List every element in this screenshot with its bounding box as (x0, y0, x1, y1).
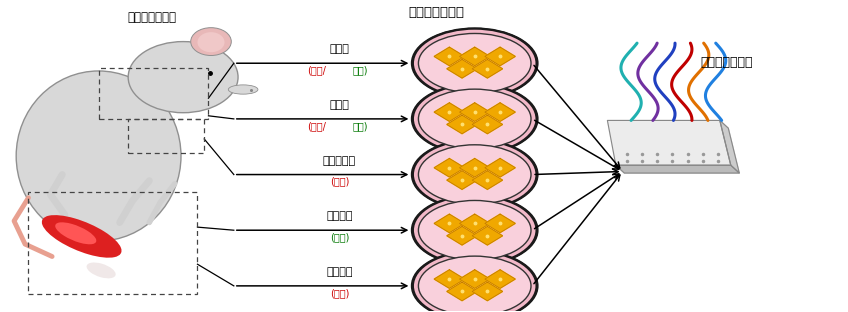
Ellipse shape (413, 140, 536, 209)
Text: ヒラメ筋: ヒラメ筋 (326, 211, 353, 221)
Polygon shape (607, 120, 731, 165)
Polygon shape (434, 103, 465, 121)
Ellipse shape (418, 256, 531, 312)
Polygon shape (616, 165, 739, 173)
Ellipse shape (411, 84, 538, 154)
Bar (29, 192, 198, 294)
Text: 遅筋): 遅筋) (353, 121, 368, 131)
Polygon shape (434, 158, 465, 177)
Polygon shape (485, 214, 516, 233)
Text: 遺伝子発現解析: 遺伝子発現解析 (700, 56, 753, 69)
Text: (速筋/: (速筋/ (307, 65, 326, 75)
Ellipse shape (228, 85, 258, 94)
Text: 筋幹細胞の培養: 筋幹細胞の培養 (409, 6, 465, 19)
Ellipse shape (411, 195, 538, 265)
Polygon shape (447, 227, 477, 245)
Text: (速筋): (速筋) (330, 288, 349, 298)
Polygon shape (485, 158, 516, 177)
Polygon shape (460, 270, 490, 288)
Text: 筋幹細胞の単離: 筋幹細胞の単離 (127, 11, 176, 24)
Polygon shape (460, 103, 490, 121)
Polygon shape (447, 171, 477, 189)
Ellipse shape (412, 84, 537, 154)
Polygon shape (434, 270, 465, 288)
Polygon shape (485, 270, 516, 288)
Ellipse shape (412, 196, 537, 265)
Text: (遅筋): (遅筋) (330, 232, 349, 242)
Ellipse shape (413, 85, 536, 153)
Ellipse shape (412, 140, 537, 209)
Ellipse shape (418, 33, 531, 93)
Polygon shape (460, 214, 490, 233)
Polygon shape (460, 158, 490, 177)
Polygon shape (460, 47, 490, 66)
Polygon shape (472, 227, 503, 245)
Polygon shape (472, 115, 503, 134)
Bar (128, 119, 204, 153)
Text: 前脛骨筋: 前脛骨筋 (326, 267, 353, 277)
Text: 横隔膜: 横隔膜 (330, 100, 349, 110)
Ellipse shape (413, 29, 536, 98)
Polygon shape (447, 115, 477, 134)
Ellipse shape (411, 139, 538, 210)
Ellipse shape (412, 28, 537, 98)
Ellipse shape (411, 251, 538, 312)
Ellipse shape (412, 251, 537, 312)
Ellipse shape (86, 262, 115, 278)
Polygon shape (434, 214, 465, 233)
Ellipse shape (191, 28, 232, 56)
Ellipse shape (42, 215, 121, 258)
Polygon shape (485, 47, 516, 66)
Polygon shape (720, 120, 739, 173)
Ellipse shape (418, 89, 531, 149)
Text: (速筋): (速筋) (330, 176, 349, 186)
Ellipse shape (16, 71, 181, 241)
Polygon shape (447, 60, 477, 78)
Text: (速筋/: (速筋/ (307, 121, 326, 131)
Polygon shape (485, 103, 516, 121)
Text: 遅筋): 遅筋) (353, 65, 368, 75)
Text: 大腿四頭筋: 大腿四頭筋 (323, 156, 356, 166)
Polygon shape (472, 60, 503, 78)
Bar (98, 68, 209, 119)
Ellipse shape (411, 28, 538, 98)
Ellipse shape (418, 145, 531, 204)
Polygon shape (447, 282, 477, 301)
Polygon shape (434, 47, 465, 66)
Ellipse shape (413, 251, 536, 312)
Ellipse shape (418, 200, 531, 260)
Ellipse shape (198, 32, 225, 52)
Ellipse shape (413, 196, 536, 265)
Text: 外眼筋: 外眼筋 (330, 44, 349, 54)
Polygon shape (472, 282, 503, 301)
Ellipse shape (128, 41, 238, 113)
Ellipse shape (55, 222, 97, 244)
Polygon shape (472, 171, 503, 189)
